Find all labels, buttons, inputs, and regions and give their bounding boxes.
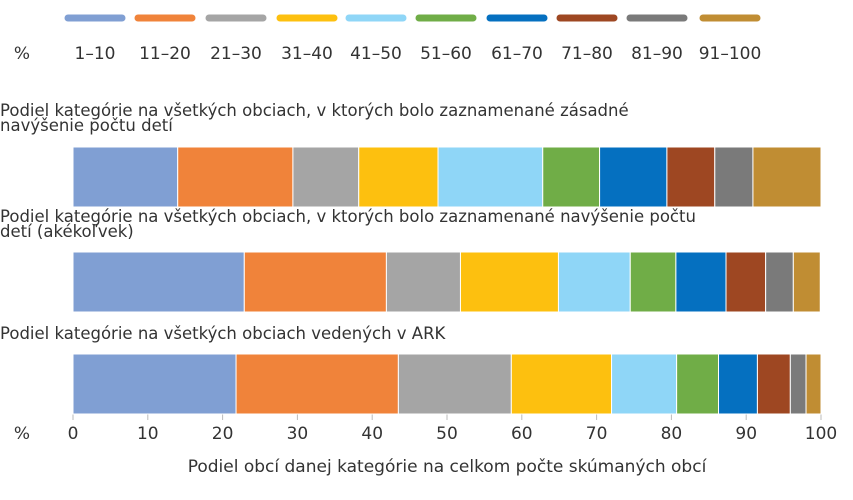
category-label: Podiel kategórie na všetkých obciach, v …: [0, 101, 629, 135]
category-label: Podiel kategórie na všetkých obciach, v …: [0, 207, 696, 241]
x-tick-label: 20: [212, 424, 234, 444]
bar-segment: [243, 251, 387, 313]
bar-segment: [72, 353, 237, 415]
bar-segment: [666, 146, 716, 208]
x-tick-label: 60: [511, 424, 533, 444]
bar-segment: [629, 251, 677, 313]
bar-segment: [725, 251, 767, 313]
bar-segment: [235, 353, 399, 415]
bar-segment: [510, 353, 613, 415]
x-tick-label: 80: [661, 424, 683, 444]
x-tick-label: 90: [735, 424, 757, 444]
bar-segment: [805, 353, 822, 415]
bar-segment: [714, 146, 754, 208]
legend-label: 41–50: [350, 44, 402, 64]
x-unit: %: [14, 424, 30, 444]
legend-label: 1–10: [75, 44, 116, 64]
x-tick-label: 30: [287, 424, 309, 444]
bar-segment: [752, 146, 822, 208]
legend-label: 21–30: [210, 44, 262, 64]
bar-segment: [292, 146, 360, 208]
bar-segment: [789, 353, 807, 415]
legend-label: 71–80: [561, 44, 613, 64]
x-tick-label: 10: [137, 424, 159, 444]
x-tick-label: 0: [68, 424, 79, 444]
bar-segment: [792, 251, 821, 313]
bar-segment: [599, 146, 668, 208]
legend-label: 61–70: [491, 44, 543, 64]
bar-segment: [675, 251, 727, 313]
legend-unit: %: [14, 44, 30, 64]
bar-segment: [542, 146, 601, 208]
x-tick-label: 70: [586, 424, 608, 444]
legend-label: 11–20: [139, 44, 191, 64]
bar-segment: [72, 146, 179, 208]
bar-segment: [718, 353, 758, 415]
bar-segment: [177, 146, 294, 208]
bar-segment: [437, 146, 544, 208]
bar-segment: [397, 353, 512, 415]
legend-label: 91–100: [699, 44, 762, 64]
bar-segment: [765, 251, 794, 313]
x-tick-label: 50: [436, 424, 458, 444]
bar-segment: [459, 251, 559, 313]
bar-segment: [676, 353, 720, 415]
legend-label: 51–60: [420, 44, 472, 64]
legend-label: 31–40: [281, 44, 333, 64]
bar-segment: [611, 353, 678, 415]
bar-segment: [72, 251, 245, 313]
bar-segment: [385, 251, 461, 313]
category-label: Podiel kategórie na všetkých obciach ved…: [0, 324, 446, 343]
x-axis-title: Podiel obcí danej kategórie na celkom po…: [188, 457, 708, 477]
legend-label: 81–90: [631, 44, 683, 64]
x-tick-label: 40: [361, 424, 383, 444]
bar-segment: [756, 353, 791, 415]
x-tick-label: 100: [805, 424, 837, 444]
bar-segment: [358, 146, 439, 208]
bar-segment: [557, 251, 631, 313]
